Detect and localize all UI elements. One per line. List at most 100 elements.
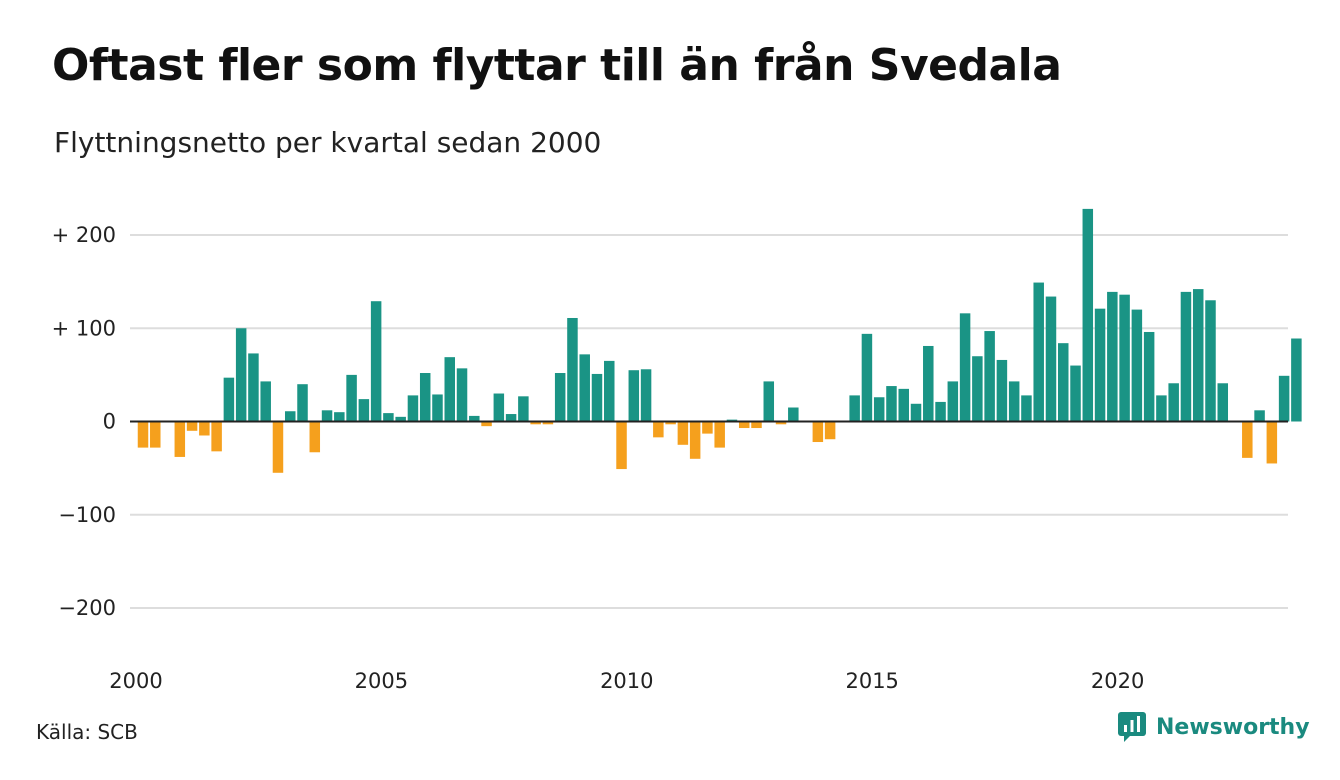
y-axis-ticks: + 200 + 100 0 −100 −200 <box>52 223 116 620</box>
bar <box>174 421 186 457</box>
bars <box>137 208 1302 473</box>
bar <box>137 421 149 448</box>
newsworthy-logo-icon <box>1118 712 1146 742</box>
bar <box>1205 300 1216 422</box>
source-note: Källa: SCB <box>36 720 138 744</box>
bar <box>211 421 222 452</box>
bar <box>469 415 480 422</box>
brand-name: Newsworthy <box>1156 714 1310 740</box>
x-axis-ticks: 2000 2005 2010 2015 2020 <box>109 669 1144 693</box>
bar <box>849 395 860 422</box>
x-tick-label: 2005 <box>355 669 408 693</box>
bar <box>677 421 689 445</box>
bar <box>1045 296 1057 422</box>
bar <box>1291 338 1302 422</box>
bar <box>260 381 271 422</box>
bar <box>383 413 394 422</box>
bar <box>530 421 541 425</box>
bar <box>640 369 652 422</box>
bar <box>1254 410 1265 422</box>
bar <box>947 381 959 422</box>
bar <box>579 354 590 422</box>
bar <box>788 407 799 422</box>
bar <box>199 421 210 436</box>
bar <box>1131 309 1143 422</box>
x-tick-label: 2000 <box>109 669 162 693</box>
bar <box>873 397 885 422</box>
bar <box>1217 383 1229 422</box>
bar <box>235 328 247 422</box>
bar <box>1082 208 1094 422</box>
chart-title: Oftast fler som flyttar till än från Sve… <box>52 40 1062 91</box>
bar <box>1094 308 1106 422</box>
bar <box>861 333 873 422</box>
bar <box>567 317 578 422</box>
bar <box>444 357 455 422</box>
bar <box>1278 375 1290 422</box>
bar <box>407 395 419 422</box>
bar <box>591 373 603 422</box>
bar <box>1156 395 1167 422</box>
bar <box>972 356 983 422</box>
bar <box>284 411 296 422</box>
bar <box>1070 365 1081 422</box>
bar <box>248 353 259 422</box>
bar <box>984 331 995 422</box>
bar <box>665 421 676 425</box>
bar <box>1058 343 1069 422</box>
bar <box>923 345 934 422</box>
bar <box>1168 383 1179 422</box>
bar <box>321 410 333 422</box>
bar <box>604 360 615 422</box>
bar <box>395 416 406 422</box>
bar <box>702 421 713 434</box>
bar <box>346 374 357 422</box>
bar <box>186 421 198 431</box>
bar <box>996 359 1008 422</box>
bar <box>1242 421 1253 458</box>
y-tick-label: −100 <box>58 503 116 527</box>
bar <box>456 368 468 422</box>
bar <box>898 388 909 422</box>
bar <box>1119 294 1130 422</box>
bar <box>763 381 775 422</box>
x-tick-label: 2010 <box>600 669 653 693</box>
bar <box>616 421 627 470</box>
bar <box>628 370 640 422</box>
bar <box>223 377 235 422</box>
bar <box>1266 421 1278 464</box>
bar <box>689 421 701 459</box>
bar <box>714 421 725 448</box>
bar <box>554 373 566 422</box>
bar <box>1107 291 1118 422</box>
bar <box>935 401 946 422</box>
y-tick-label: + 100 <box>52 316 116 340</box>
chart-subtitle: Flyttningsnetto per kvartal sedan 2000 <box>54 126 602 159</box>
bar <box>751 421 762 429</box>
y-tick-label: + 200 <box>52 223 116 247</box>
bar <box>370 301 382 422</box>
bar <box>1033 282 1044 422</box>
bar <box>481 421 492 427</box>
bar <box>150 421 161 448</box>
bar <box>1180 291 1192 422</box>
bar <box>824 421 836 440</box>
x-tick-label: 2020 <box>1091 669 1144 693</box>
bar <box>653 421 664 438</box>
bar <box>1008 381 1020 422</box>
bar <box>1143 331 1155 422</box>
brand-logo[interactable]: Newsworthy <box>1118 712 1310 742</box>
bar <box>1192 289 1204 422</box>
bar <box>886 386 897 422</box>
bar <box>518 396 529 422</box>
bar <box>1021 395 1032 422</box>
bar <box>738 421 750 429</box>
bar <box>910 403 922 422</box>
y-tick-label: 0 <box>103 410 116 434</box>
bar <box>419 373 431 422</box>
bar <box>297 384 308 422</box>
bar <box>775 421 787 425</box>
bar <box>432 394 443 422</box>
bar <box>812 421 824 443</box>
